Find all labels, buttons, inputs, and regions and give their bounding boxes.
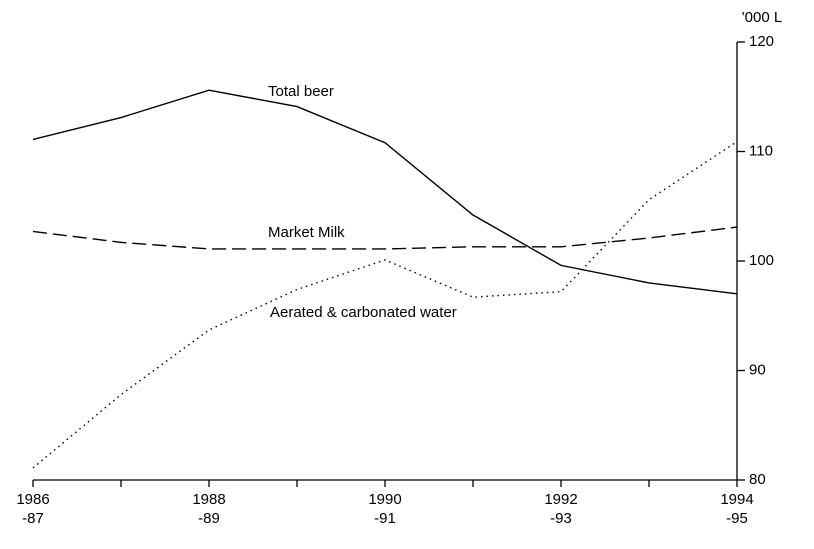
y-tick-label: 120 bbox=[749, 33, 774, 50]
series-label: Aerated & carbonated water bbox=[270, 304, 457, 321]
x-tick-label: 1992 -93 bbox=[544, 491, 578, 527]
y-tick-label: 100 bbox=[749, 252, 774, 269]
y-tick-label: 90 bbox=[749, 361, 766, 378]
series-label: Total beer bbox=[268, 83, 334, 100]
y-tick-label: 80 bbox=[749, 471, 766, 488]
series-line bbox=[32, 89, 738, 295]
y-tick-label: 110 bbox=[749, 142, 773, 159]
x-tick-label: 1994 -95 bbox=[720, 491, 754, 527]
y-axis-label: '000 L bbox=[742, 9, 782, 26]
x-tick-label: 1990 -91 bbox=[368, 491, 402, 527]
series-line bbox=[32, 226, 738, 250]
series-line bbox=[32, 141, 738, 469]
x-tick-label: 1986 -87 bbox=[16, 491, 50, 527]
x-tick-label: 1988 -89 bbox=[192, 491, 226, 527]
series-label: Market Milk bbox=[268, 224, 345, 241]
